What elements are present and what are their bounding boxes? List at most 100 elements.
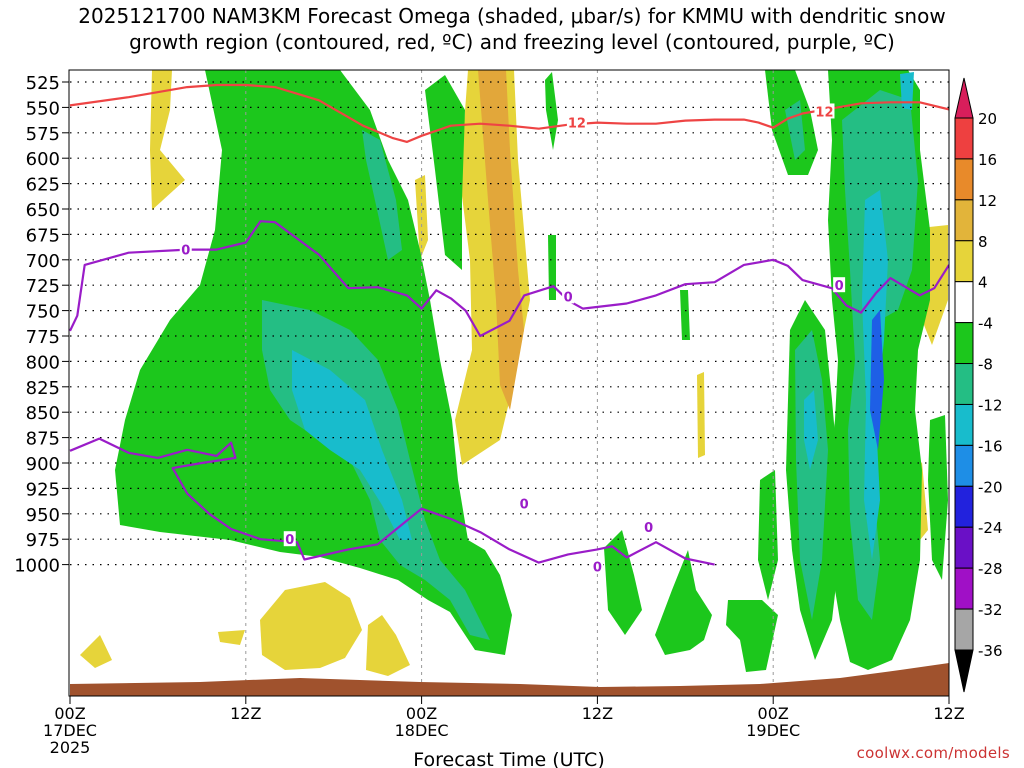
y-axis: 525 550 575 600 625 650 675 700 725 750 775 800 825 8… [14,73,69,577]
contour-label: 0 [593,561,602,576]
omega-strong-negative-region [362,130,402,260]
omega-negative-region [425,75,465,270]
omega-extreme-negative-region [870,310,884,450]
omega-positive-region [366,615,410,676]
contour-label-bg [833,277,846,293]
omega-negative-region [680,290,690,340]
x-tick-label: 00Z [54,704,85,723]
contour-label-bg [518,495,531,511]
colorbar-swatch [954,322,974,365]
colorbar-label: -16 [978,437,1003,455]
colorbar-label: -20 [978,478,1003,496]
contour-label-bg [814,103,835,119]
contour-label: 0 [520,498,529,513]
x-tick-date: 17DEC [43,721,97,740]
contour-label-bg [283,531,296,547]
omega-negative-region [758,470,778,600]
omega-very-strong-negative-region [900,72,914,110]
colorbar-swatch [954,117,974,160]
x-tick-label: 00Z [406,704,437,723]
y-tick-label: 550 [26,98,60,119]
colorbar-label: 4 [978,274,988,292]
y-tick-label: 625 [26,175,60,196]
omega-very-strong-negative-region [804,390,818,470]
colorbar-label: -4 [978,315,993,333]
y-tick-label: 600 [26,149,60,170]
x-tick-label: 12Z [230,704,261,723]
y-tick-label: 725 [26,276,60,297]
chart-title-line-2: growth region (contoured, red, ºC) and f… [129,30,895,54]
contour-label-bg [591,558,604,574]
colorbar-swatch [954,281,974,324]
colorbar-label: 16 [978,151,997,169]
y-tick-label: 900 [26,454,60,475]
y-tick-label: 675 [26,225,60,246]
colorbar-bottom-arrow [954,649,974,693]
colorbar-swatch [954,403,974,446]
colorbar-label: 12 [978,192,997,210]
colorbar-label: 20 [978,110,997,128]
contour-label: 0 [835,279,844,294]
omega-positive-region [260,582,362,670]
x-tick-label: 12Z [933,704,964,723]
omega-positive-region [218,630,245,645]
colorbar-label: -28 [978,560,1003,578]
contour-label-bg [566,114,587,130]
colorbar-label: -8 [978,356,993,374]
colorbar-label: -36 [978,642,1003,660]
y-tick-label: 1000 [14,556,60,577]
omega-positive-region [697,372,705,458]
colorbar-swatch [954,526,974,569]
omega-negative-region [726,600,778,672]
omega-very-strong-negative-region [292,350,412,540]
chart-title-line-1: 2025121700 NAM3KM Forecast Omega (shaded… [78,4,946,28]
omega-shading [80,70,948,676]
contour-label-bg [179,241,192,257]
omega-positive-region [80,635,112,668]
colorbar-label: -24 [978,519,1003,537]
colorbar-swatch [954,240,974,283]
y-tick-label: 925 [26,479,60,500]
colorbar-label: 8 [978,233,988,251]
y-tick-label: 850 [26,403,60,424]
contour-line [69,437,715,566]
x-tick-date: 18DEC [395,721,449,740]
y-tick-label: 950 [26,505,60,526]
y-tick-label: 525 [26,73,60,94]
x-tick-label: 00Z [758,704,789,723]
y-tick-label: 700 [26,251,60,272]
y-tick-label: 575 [26,124,60,145]
omega-strong-negative-region [842,90,918,620]
y-tick-label: 800 [26,352,60,373]
colorbar-swatch [954,158,974,201]
contour-label: 0 [644,521,653,536]
contour-label: 12 [568,117,586,132]
y-tick-label: 825 [26,378,60,399]
x-axis-label: Forecast Time (UTC) [413,749,604,768]
x-tick-year: 2025 [50,738,91,757]
contour-label: 12 [815,105,833,120]
omega-positive-region [150,70,185,210]
omega-positive-region-core [478,70,524,410]
y-tick-label: 775 [26,327,60,348]
y-tick-label: 750 [26,302,60,323]
contour-label: 0 [564,290,573,305]
colorbar-label: -12 [978,396,1003,414]
omega-negative-region [545,72,558,150]
contour-label: 0 [181,244,190,259]
contour-label-bg [642,519,655,535]
omega-negative-region [928,415,948,580]
y-tick-label: 975 [26,530,60,551]
omega-negative-region [604,530,642,635]
omega-strong-negative-region [795,330,828,620]
colorbar-label: -32 [978,601,1003,619]
y-tick-label: 650 [26,200,60,221]
colorbar-top-arrow [954,77,974,119]
colorbar-swatch [954,485,974,528]
omega-negative-region [655,550,712,655]
contour-label: 0 [285,533,294,548]
colorbar-swatch [954,199,974,242]
x-tick-date: 19DEC [746,721,800,740]
